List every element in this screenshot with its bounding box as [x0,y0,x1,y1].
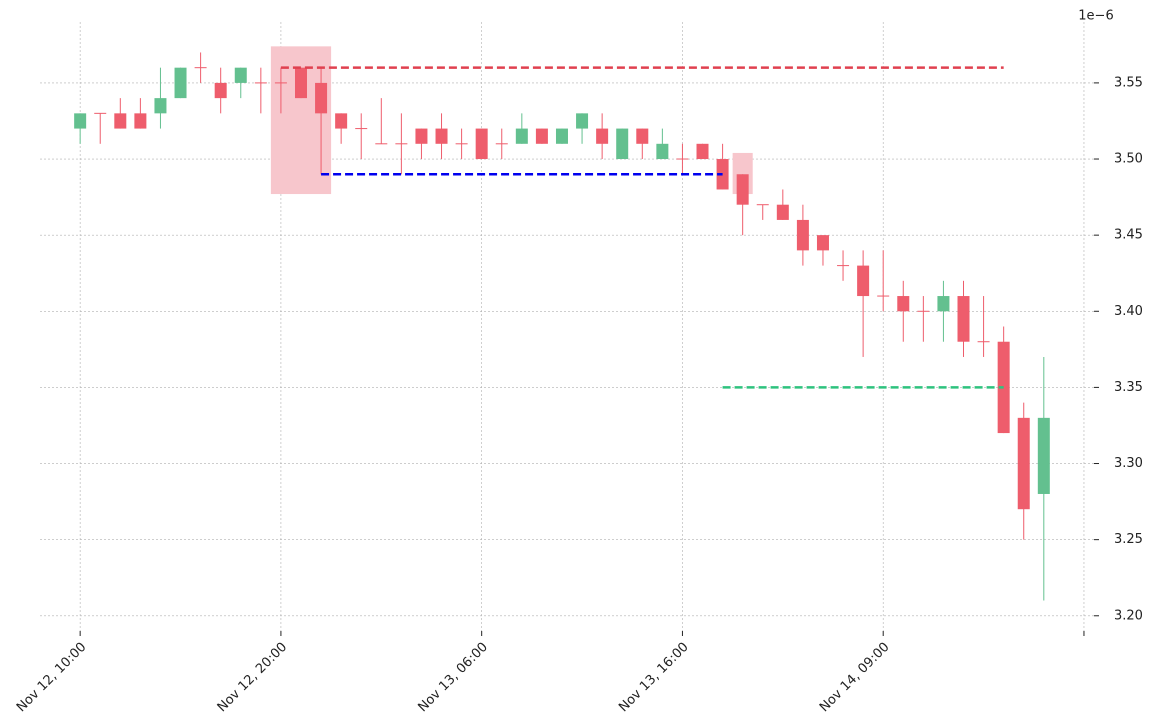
candle-body [555,128,568,144]
candle-body [294,67,307,99]
y-tick-label: 3.25 [1114,532,1143,547]
candle-body [796,219,809,251]
candle-body [535,128,548,144]
y-tick-label: 3.30 [1114,456,1143,471]
candle-body [656,143,669,160]
y-tick-label: 3.40 [1114,304,1143,319]
candle-body [676,158,689,160]
candle-body [957,296,970,342]
y-tick-label: 3.55 [1114,75,1143,90]
candle-body [214,82,227,99]
candle-body [515,128,528,144]
candle-body [435,128,448,144]
candle-body [857,265,870,297]
candle-body [616,128,629,160]
candle-body [415,128,428,144]
candle-body [816,235,829,251]
candle-body [174,67,187,99]
candle-body [937,296,950,312]
candle-body [254,82,267,84]
candle-body [495,143,508,145]
candle-body [234,67,247,83]
candle-body [154,98,167,114]
candle-body [355,128,368,130]
candle-body [1017,417,1030,510]
candle-body [756,204,769,206]
candle-body [74,113,87,129]
candle-body [395,143,408,145]
candle-body [194,67,207,69]
candle-body [114,113,127,129]
candle-body [455,143,468,145]
y-tick-label: 3.20 [1114,608,1143,623]
candle-body [134,113,147,129]
candle-body [636,128,649,144]
x-tick-label: Nov 14, 09:00 [817,640,893,716]
y-tick-label: 3.50 [1114,152,1143,167]
candle-body [776,204,789,220]
x-tick-label: Nov 13, 16:00 [616,640,692,716]
x-tick-label: Nov 12, 10:00 [14,640,90,716]
candle-body [837,265,850,267]
candle-body [475,128,488,160]
candle-body [274,82,287,84]
y-tick-label: 3.35 [1114,380,1143,395]
candle-body [977,341,990,343]
candle-body [315,82,328,114]
candle-body [335,113,348,129]
candle-body [696,143,709,160]
candle-body [1037,417,1050,494]
candle-body [596,128,609,144]
candle-body [375,143,388,145]
x-tick-label: Nov 13, 06:00 [415,640,491,716]
x-tick-label: Nov 12, 20:00 [215,640,291,716]
y-tick-label: 3.45 [1114,228,1143,243]
candle-body [877,295,890,297]
candle-body [736,174,749,205]
candle-body [917,310,930,312]
candle-body [897,296,910,312]
y-offset-label: 1e−6 [1078,9,1113,24]
candle-body [576,113,589,129]
candle-body [94,112,107,114]
